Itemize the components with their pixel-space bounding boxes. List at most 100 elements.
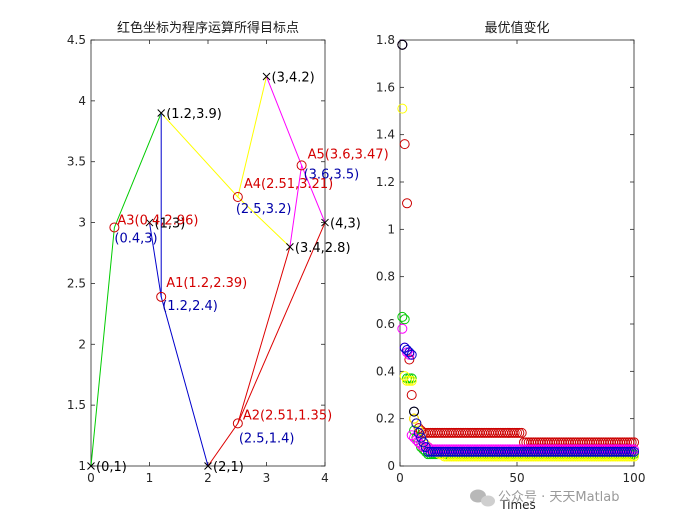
watermark-text: 公众号 · 天天Matlab xyxy=(498,490,620,505)
y-tick-label: 0.4 xyxy=(376,364,395,378)
scatter-point xyxy=(509,427,520,438)
scatter-point xyxy=(629,446,639,457)
left-axes-box xyxy=(90,39,326,467)
route-line xyxy=(90,112,162,467)
target-label: A5(3.6,3.47) xyxy=(308,147,389,162)
target-circle xyxy=(232,192,243,203)
x-tick-label: 2 xyxy=(204,471,212,485)
scatter-point xyxy=(416,439,427,450)
point-label: (1,3) xyxy=(155,217,186,232)
scatter-point xyxy=(404,354,415,365)
route-line xyxy=(289,165,303,247)
point-label: (3.4,2.8) xyxy=(295,241,351,256)
scatter-point xyxy=(406,373,417,384)
y-tick-label: 4.5 xyxy=(67,33,86,47)
scatter-point xyxy=(626,446,637,457)
watermark: 公众号 · 天天Matlab xyxy=(470,489,620,507)
scatter-point xyxy=(397,39,408,50)
scatter-point xyxy=(409,413,420,424)
y-tick-label: 2 xyxy=(78,337,86,351)
scatter-point xyxy=(406,390,417,400)
scatter-point xyxy=(404,375,415,386)
scatter-point xyxy=(624,446,635,457)
scatter-point xyxy=(512,427,522,438)
point-label: (1.2,3.9) xyxy=(166,107,222,122)
target-circle xyxy=(296,160,307,171)
route-line xyxy=(149,222,162,297)
scatter-point xyxy=(406,375,417,386)
y-tick-label: 1.5 xyxy=(67,398,86,412)
y-tick-label: 1.2 xyxy=(376,175,395,189)
target-circle xyxy=(109,222,120,233)
x-tick-label: 3 xyxy=(263,471,271,485)
scatter-point xyxy=(629,444,639,455)
y-tick-label: 1 xyxy=(387,222,395,236)
scatter-point xyxy=(418,437,429,448)
y-tick-label: 0.2 xyxy=(376,412,395,426)
x-tick-label: 50 xyxy=(509,471,524,485)
point-label: (4,3) xyxy=(330,217,361,232)
scatter-point xyxy=(402,347,413,358)
x-tick-label: 1 xyxy=(146,471,154,485)
point-marker xyxy=(87,462,95,470)
right-axes: 0 50 100 0 0.2 0.4 0.6 0.8 1 1.2 1.4 1.6 1.8 最优值变化 Tim… xyxy=(376,20,646,512)
scatter-point xyxy=(416,432,427,443)
point-marker xyxy=(145,218,154,227)
scatter-point xyxy=(402,373,413,384)
scatter-point xyxy=(399,314,410,325)
x-tick-label: 100 xyxy=(623,471,646,485)
scatter-point xyxy=(397,311,408,322)
x-axis-label: Times xyxy=(499,498,536,512)
y-tick-label: 2.5 xyxy=(67,276,86,290)
scatter-point xyxy=(404,349,415,360)
scatter-point xyxy=(411,432,422,443)
point-marker xyxy=(157,109,166,117)
target-label: A2(2.51,1.35) xyxy=(243,408,332,423)
right-chart-title: 最优值变化 xyxy=(484,20,549,36)
target-label: A3(0.4,2.96) xyxy=(117,213,198,228)
scatter-point xyxy=(402,375,413,386)
scatter-point xyxy=(621,444,632,455)
scatter-point xyxy=(402,198,413,209)
scatter-point xyxy=(397,103,408,114)
point-label: (2,1) xyxy=(213,460,244,475)
y-tick-label: 1.8 xyxy=(376,33,395,47)
y-tick-label: 0.8 xyxy=(376,270,395,284)
point-marker xyxy=(286,243,294,251)
left-chart-title: 红色坐标为程序运算所得目标点 xyxy=(117,20,299,36)
point-label: (3,4.2) xyxy=(272,71,315,86)
scatter-point xyxy=(411,418,422,429)
left-axes: 0 1 2 3 411.522.533.544.5红色坐标为程序运算所得目标点(0,1)… xyxy=(67,20,389,485)
point-marker xyxy=(321,218,329,227)
scatter-point xyxy=(404,347,415,358)
scatter-point xyxy=(416,425,427,436)
y-tick-label: 0.6 xyxy=(376,317,395,331)
target-rounded-label: (0.4,3) xyxy=(114,231,157,246)
y-tick-label: 3 xyxy=(78,216,86,230)
target-rounded-label: (1.2,2.4) xyxy=(162,299,218,314)
scatter-point xyxy=(624,444,635,455)
route-line xyxy=(237,222,326,424)
y-tick-label: 1.6 xyxy=(376,80,395,94)
target-rounded-label: (2.5,1.4) xyxy=(239,431,295,446)
y-tick-label: 3.5 xyxy=(67,155,86,169)
right-axes-box xyxy=(399,39,635,467)
x-tick-label: 4 xyxy=(321,471,329,485)
scatter-point xyxy=(406,349,417,360)
target-circle xyxy=(156,291,167,302)
wechat-icon xyxy=(470,489,495,507)
scatter-point xyxy=(626,444,637,455)
y-tick-label: 0 xyxy=(387,459,395,473)
target-rounded-label: (3.6,3.5) xyxy=(304,167,360,182)
route-line xyxy=(237,196,291,248)
point-marker xyxy=(204,462,212,470)
target-rounded-label: (2.5,3.2) xyxy=(236,202,292,217)
scatter-point xyxy=(409,425,420,436)
scatter-point xyxy=(404,373,415,384)
target-label: A4(2.51,3.21) xyxy=(244,177,333,192)
scatter-point xyxy=(409,406,420,417)
target-label: A1(1.2,2.39) xyxy=(166,276,247,291)
x-tick-label: 0 xyxy=(396,471,404,485)
target-circle xyxy=(232,418,243,429)
